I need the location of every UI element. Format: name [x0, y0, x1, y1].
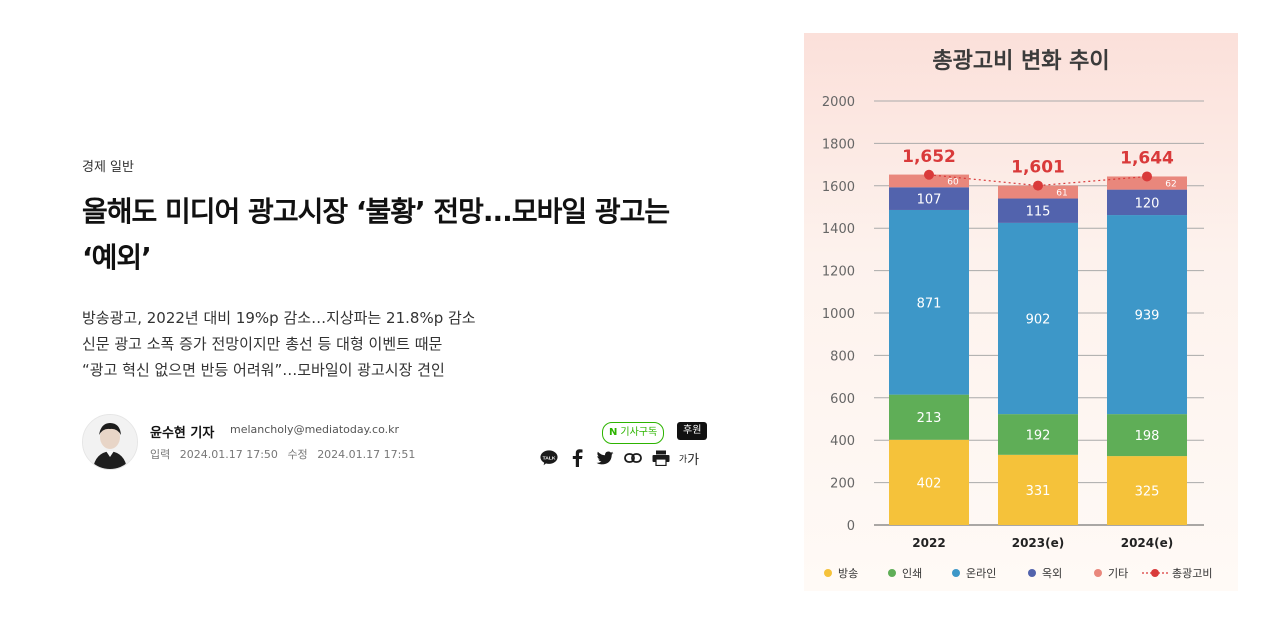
summary-line: 방송광고, 2022년 대비 19%p 감소…지상파는 21.8%p 감소 [82, 309, 476, 327]
total-label: 1,644 [1120, 148, 1174, 168]
summary: 방송광고, 2022년 대비 19%p 감소…지상파는 21.8%p 감소 신문… [82, 305, 762, 383]
bar-segment-방송 [998, 454, 1078, 525]
total-point [924, 169, 934, 180]
total-label: 1,652 [902, 147, 956, 167]
data-label: 192 [1026, 428, 1051, 443]
bar-segment-옥외 [998, 198, 1078, 223]
article-header: 경제 일반 올해도 미디어 광고시장 ‘불황’ 전망...모바일 광고는 ‘예외… [82, 150, 762, 470]
bar-segment-인쇄 [1107, 414, 1187, 457]
y-tick-label: 2000 [822, 95, 855, 110]
font-size-small-label: 가 [678, 454, 688, 465]
bar-segment-인쇄 [998, 414, 1078, 455]
total-point [1142, 171, 1152, 182]
data-label: 60 [947, 177, 959, 187]
data-label: 871 [917, 296, 942, 311]
y-tick-label: 600 [830, 392, 855, 407]
modified-label: 수정 [287, 448, 308, 461]
legend-marker [1094, 569, 1102, 577]
legend-marker [952, 569, 960, 577]
y-tick-label: 1200 [822, 265, 855, 280]
total-line [928, 174, 1148, 187]
published-date: 2024.01.17 17:50 [179, 448, 278, 461]
legend-label: 방송 [838, 567, 858, 580]
legend-label: 기타 [1108, 567, 1128, 580]
stacked-bar-chart: 총광고비 변화 추이 0 200 400 600 800 1000 1200 1400 1600 1… [822, 49, 1213, 580]
data-label: 325 [1135, 485, 1160, 500]
bar-segment-옥외 [1107, 189, 1187, 216]
print-icon[interactable] [652, 449, 670, 467]
data-label: 120 [1135, 196, 1160, 211]
author-name[interactable]: 윤수현 기자 [150, 426, 215, 441]
avatar [82, 414, 138, 470]
kakaotalk-icon[interactable]: TALK [540, 449, 558, 467]
y-tick-label: 1400 [822, 222, 855, 237]
legend-label: 총광고비 [1172, 567, 1212, 580]
sponsor-button[interactable]: 후원 [677, 422, 708, 440]
data-label: 902 [1026, 313, 1051, 328]
bar-segment-온라인 [998, 222, 1078, 415]
data-label: 198 [1135, 429, 1160, 444]
data-label: 61 [1056, 189, 1067, 199]
y-tick-label: 1800 [822, 137, 855, 152]
bar-segment-옥외 [889, 187, 969, 210]
data-label: 331 [1026, 484, 1051, 499]
data-label: 939 [1135, 309, 1160, 324]
data-label: 62 [1165, 180, 1176, 190]
x-tick-label: 2024(e) [1121, 536, 1174, 550]
link-icon[interactable] [624, 449, 642, 467]
headline-line-1: 올해도 미디어 광고시장 ‘불황’ 전망...모바일 광고는 [82, 195, 670, 228]
summary-line: 신문 광고 소폭 증가 전망이지만 총선 등 대형 이벤트 때문 [82, 335, 443, 353]
legend-marker [1151, 569, 1159, 577]
y-tick-label: 0 [847, 519, 855, 534]
y-tick-label: 1600 [822, 180, 855, 195]
chart-title: 총광고비 변화 추이 [932, 49, 1109, 74]
data-label: 402 [917, 476, 942, 491]
data-label: 107 [917, 193, 942, 208]
naver-icon: N [609, 427, 618, 438]
category-label[interactable]: 경제 일반 [82, 160, 134, 175]
bar-segment-기타 [889, 174, 969, 188]
modified-date: 2024.01.17 17:51 [317, 448, 416, 461]
data-label: 115 [1026, 205, 1051, 220]
published-label: 입력 [150, 448, 171, 461]
legend-label: 온라인 [966, 567, 996, 580]
bar-segment-기타 [1107, 176, 1187, 190]
twitter-icon[interactable] [596, 449, 614, 467]
legend-marker [824, 569, 832, 577]
legend-label: 옥외 [1042, 567, 1062, 580]
headline-line-2: ‘예외’ [82, 241, 152, 274]
x-tick-label: 2023(e) [1012, 536, 1065, 550]
author-row: 윤수현 기자 melancholy@mediatoday.co.kr 입력 20… [82, 414, 712, 474]
bar-segment-방송 [1107, 456, 1187, 525]
bar-segment-온라인 [889, 209, 969, 395]
subscribe-button[interactable]: N 기사구독 [602, 422, 665, 444]
y-tick-label: 400 [830, 434, 855, 449]
y-tick-label: 1000 [822, 307, 855, 322]
headline: 올해도 미디어 광고시장 ‘불황’ 전망...모바일 광고는 ‘예외’ [82, 189, 762, 281]
chart-image: 총광고비 변화 추이 0 200 400 600 800 1000 1200 1400 1600 1… [804, 33, 1238, 591]
data-label: 213 [917, 411, 942, 426]
subscribe-label: 기사구독 [620, 427, 658, 438]
font-size-large-label: 가 [687, 452, 700, 468]
total-point [1033, 180, 1043, 191]
article-dates: 입력 2024.01.17 17:50 수정 2024.01.17 17:51 [150, 446, 421, 462]
facebook-icon[interactable] [568, 449, 586, 467]
legend-label: 인쇄 [902, 567, 922, 580]
total-label: 1,601 [1011, 158, 1065, 178]
bar-segment-온라인 [1107, 215, 1187, 415]
legend-marker [1028, 569, 1036, 577]
legend-marker [888, 569, 896, 577]
author-email[interactable]: melancholy@mediatoday.co.kr [230, 423, 400, 436]
y-tick-label: 800 [830, 349, 855, 364]
x-tick-label: 2022 [912, 536, 945, 550]
kakaotalk-label: TALK [543, 455, 556, 461]
summary-line: “광고 혁신 없으면 반등 어려워”…모바일이 광고시장 견인 [82, 361, 445, 379]
bar-segment-기타 [998, 185, 1078, 199]
bar-segment-방송 [889, 439, 969, 525]
bar-segment-인쇄 [889, 394, 969, 440]
y-tick-label: 200 [830, 477, 855, 492]
